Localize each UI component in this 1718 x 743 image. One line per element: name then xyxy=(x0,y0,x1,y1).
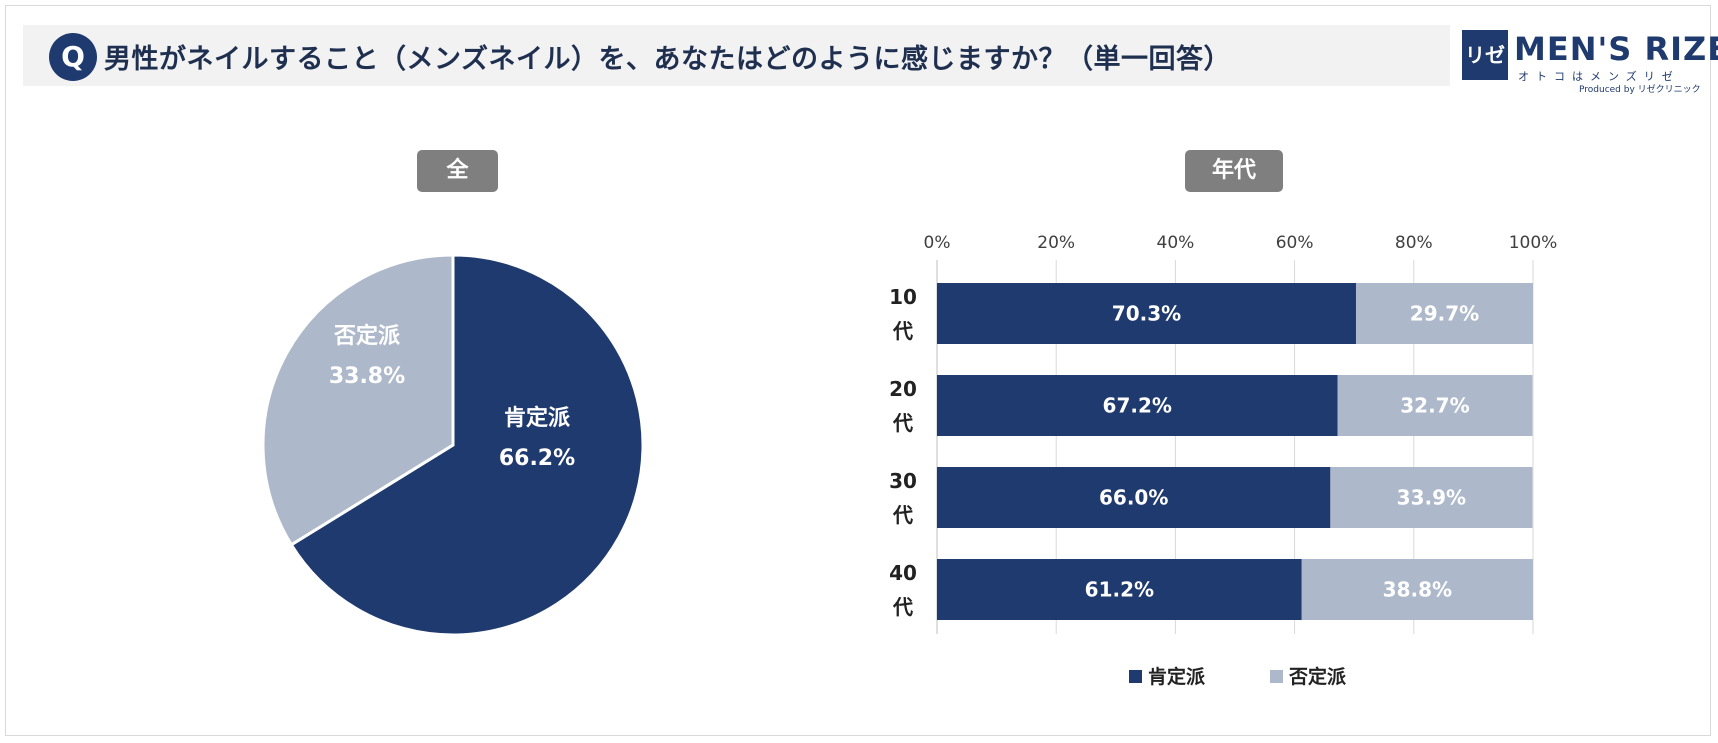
bar-segment-negative xyxy=(1301,559,1533,620)
bar-segment-negative xyxy=(1337,375,1533,436)
legend-swatch-positive xyxy=(1129,670,1142,683)
logo-mark: リゼ xyxy=(1462,30,1508,80)
bar-data-label: 70.3% xyxy=(1112,302,1181,326)
bar-segment-negative xyxy=(1355,283,1533,344)
x-tick-label: 80% xyxy=(1395,233,1433,253)
logo-name: MEN'S RIZE xyxy=(1514,30,1718,68)
y-category-label: 10 xyxy=(889,285,917,309)
logo-tagline: オトコはメンズリゼ xyxy=(1518,70,1680,83)
bar-segment-positive xyxy=(937,283,1356,344)
bar-data-label: 33.9% xyxy=(1397,486,1466,510)
y-category-label: 30 xyxy=(889,469,917,493)
legend-label: 否定派 xyxy=(1288,665,1347,688)
y-category-label: 代 xyxy=(892,411,913,435)
logo-produced-by: Produced by リゼクリニック xyxy=(1579,85,1701,95)
y-category-label: 代 xyxy=(892,503,913,527)
question-title: 男性がネイルすること（メンズネイル）を、あなたはどのように感じますか？（単一回答… xyxy=(104,44,1231,75)
chart-frame xyxy=(5,5,1711,736)
x-tick-label: 40% xyxy=(1157,233,1195,253)
bar-data-label: 61.2% xyxy=(1085,578,1154,602)
pie-slice-label: 否定派 xyxy=(333,323,400,349)
x-tick-label: 60% xyxy=(1276,233,1314,253)
pie-slice-label: 肯定派 xyxy=(504,405,570,431)
bar-segment-negative xyxy=(1330,467,1533,528)
bar-segment-positive xyxy=(937,559,1302,620)
bar-segment-positive xyxy=(937,375,1338,436)
x-tick-label: 20% xyxy=(1037,233,1075,253)
bar-data-label: 67.2% xyxy=(1103,394,1172,418)
x-tick-label: 100% xyxy=(1509,233,1558,253)
y-category-label: 20 xyxy=(889,377,917,401)
bar-section-title: 年代 xyxy=(1185,150,1283,192)
pie-slice-negative xyxy=(261,253,455,547)
pie-slice-value: 66.2% xyxy=(499,446,575,471)
legend-swatch-negative xyxy=(1270,670,1283,683)
question-banner xyxy=(23,25,1450,86)
bar-data-label: 38.8% xyxy=(1383,578,1452,602)
pie-slice-positive xyxy=(289,253,645,637)
pie-slice-value: 33.8% xyxy=(329,364,405,389)
y-category-label: 代 xyxy=(892,319,913,343)
x-tick-label: 0% xyxy=(924,233,951,253)
legend-label: 肯定派 xyxy=(1148,665,1206,688)
bar-data-label: 32.7% xyxy=(1400,394,1469,418)
bar-data-label: 66.0% xyxy=(1099,486,1168,510)
y-category-label: 40 xyxy=(889,561,917,585)
question-badge: Q xyxy=(49,33,97,81)
pie-section-title: 全 xyxy=(417,150,498,192)
bar-segment-positive xyxy=(937,467,1331,528)
brand-logo: リゼ MEN'S RIZE オトコはメンズリゼ Produced by リゼクリ… xyxy=(1462,30,1718,96)
y-category-label: 代 xyxy=(892,595,913,619)
bar-data-label: 29.7% xyxy=(1410,302,1479,326)
